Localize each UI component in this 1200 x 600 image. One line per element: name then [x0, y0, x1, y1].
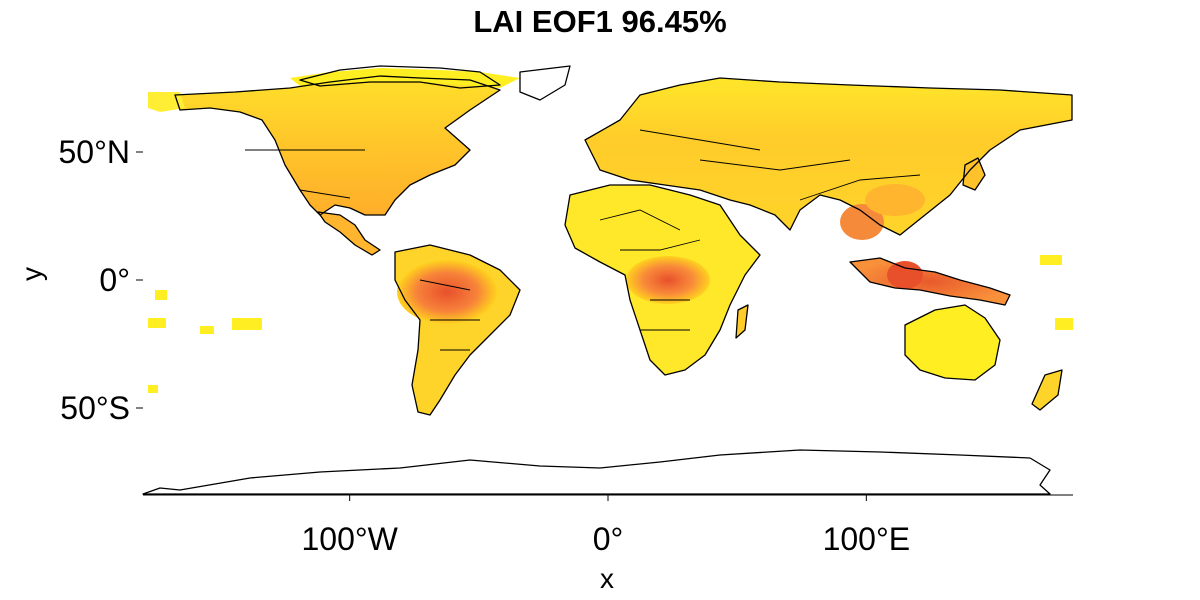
map-title: LAI EOF1 96.45%: [473, 4, 727, 39]
eurasia-region: [585, 78, 1072, 235]
south-america-coast: [394, 244, 521, 416]
antarctica-coast: [142, 449, 1051, 495]
y-axis-title: y: [16, 267, 47, 281]
x-tick-label-0: 0°: [593, 521, 624, 557]
central-america-region: [318, 212, 380, 255]
borneo-core: [887, 261, 923, 289]
central-america-coast: [317, 211, 381, 256]
y-tick-label-50n: 50°N: [59, 134, 131, 170]
new-zealand-region: [1032, 370, 1062, 410]
southeast-asia-core: [840, 204, 884, 240]
south-china-region: [865, 184, 925, 216]
north-america-region: [175, 76, 500, 215]
congo-core: [626, 256, 710, 304]
greenland-coast: [519, 65, 571, 101]
land-fill-layer: [148, 68, 1073, 415]
indonesia-region: [850, 258, 1010, 305]
south-america-borders: [419, 279, 480, 351]
australia-region: [905, 305, 1000, 380]
mexico-border: [299, 189, 351, 199]
y-axis: 50°N 0° 50°S y: [16, 134, 143, 426]
africa-borders: [599, 209, 701, 331]
x-tick-label-100e: 100°E: [823, 521, 911, 557]
amazon-core: [397, 260, 497, 324]
x-axis: 100°W 0° 100°E x: [143, 494, 1073, 594]
eurasia-borders: [639, 129, 921, 201]
eurasia-coast: [584, 77, 1073, 236]
australia-coast: [904, 304, 1001, 381]
y-tick-label-50s: 50°S: [60, 390, 130, 426]
y-tick-label-0: 0°: [99, 262, 130, 298]
pacific-islands: [148, 255, 1073, 393]
coastline-layer: [142, 65, 1073, 495]
north-america-coast: [174, 75, 501, 216]
indonesia-coast: [849, 257, 1011, 306]
arctic-islands-coast: [299, 65, 501, 89]
x-axis-title: x: [600, 563, 614, 594]
new-zealand-coast: [1031, 369, 1063, 411]
arctic-fringe: [290, 68, 520, 88]
japan-coast: [962, 157, 986, 191]
madagascar-coast: [735, 304, 749, 339]
africa-coast: [564, 184, 761, 376]
x-tick-label-100w: 100°W: [301, 521, 398, 557]
japan-region: [963, 158, 985, 190]
